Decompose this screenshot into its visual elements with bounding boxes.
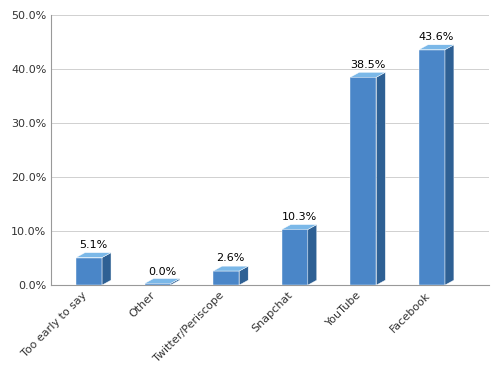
Polygon shape: [282, 225, 317, 230]
Polygon shape: [144, 279, 180, 284]
Polygon shape: [419, 50, 445, 285]
Text: 43.6%: 43.6%: [418, 32, 454, 42]
Polygon shape: [240, 266, 248, 285]
Polygon shape: [213, 266, 248, 271]
Polygon shape: [350, 77, 376, 285]
Polygon shape: [419, 45, 454, 50]
Text: 5.1%: 5.1%: [80, 240, 108, 250]
Polygon shape: [308, 225, 317, 285]
Text: 10.3%: 10.3%: [282, 212, 317, 222]
Polygon shape: [170, 279, 179, 285]
Polygon shape: [350, 72, 386, 77]
Polygon shape: [376, 72, 386, 285]
Text: 2.6%: 2.6%: [216, 254, 245, 264]
Polygon shape: [282, 230, 308, 285]
Text: 0.0%: 0.0%: [148, 267, 176, 277]
Polygon shape: [445, 45, 454, 285]
Polygon shape: [76, 258, 102, 285]
Polygon shape: [213, 271, 240, 285]
Text: 38.5%: 38.5%: [350, 60, 386, 70]
Polygon shape: [76, 253, 111, 258]
Polygon shape: [102, 253, 111, 285]
Polygon shape: [144, 284, 171, 285]
